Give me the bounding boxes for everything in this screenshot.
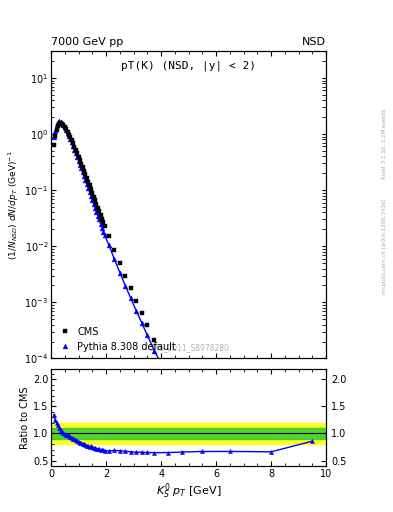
Pythia 8.308 default	[72, 146, 77, 153]
Pythia 8.308 default	[51, 134, 56, 140]
Line: CMS: CMS	[51, 121, 315, 512]
Pythia 8.308 default	[57, 118, 62, 124]
Line: Pythia 8.308 default: Pythia 8.308 default	[51, 119, 315, 512]
CMS	[72, 144, 77, 150]
Text: mcplots.cern.ch [arXiv:1306.3436]: mcplots.cern.ch [arXiv:1306.3436]	[382, 198, 387, 293]
Text: 7000 GeV pp: 7000 GeV pp	[51, 36, 123, 47]
Pythia 8.308 default	[95, 212, 100, 219]
X-axis label: $K^0_S\ p_T$ [GeV]: $K^0_S\ p_T$ [GeV]	[156, 481, 221, 501]
Y-axis label: $(1/N_{NSD})\ dN/dp_T\ (\mathrm{GeV})^{-1}$: $(1/N_{NSD})\ dN/dp_T\ (\mathrm{GeV})^{-…	[7, 150, 21, 260]
Text: CMS_2011_S8978280: CMS_2011_S8978280	[148, 343, 230, 352]
CMS	[123, 273, 128, 279]
CMS	[59, 120, 63, 126]
Bar	[51, 423, 326, 444]
Pythia 8.308 default	[123, 283, 128, 289]
CMS	[95, 204, 100, 210]
Pythia 8.308 default	[98, 221, 103, 227]
CMS	[51, 141, 56, 147]
Text: NSD: NSD	[302, 36, 326, 47]
CMS	[98, 212, 103, 218]
Legend: CMS, Pythia 8.308 default: CMS, Pythia 8.308 default	[56, 325, 178, 354]
Pythia 8.308 default	[166, 373, 171, 379]
Y-axis label: Ratio to CMS: Ratio to CMS	[20, 386, 30, 449]
Text: Rivet 3.1.10, 3.2M events: Rivet 3.1.10, 3.2M events	[382, 108, 387, 179]
Bar	[51, 428, 326, 439]
Pythia 8.308 default	[94, 209, 99, 215]
Text: pT(K) (NSD, |y| < 2): pT(K) (NSD, |y| < 2)	[121, 60, 256, 71]
CMS	[94, 201, 99, 207]
CMS	[166, 363, 171, 369]
